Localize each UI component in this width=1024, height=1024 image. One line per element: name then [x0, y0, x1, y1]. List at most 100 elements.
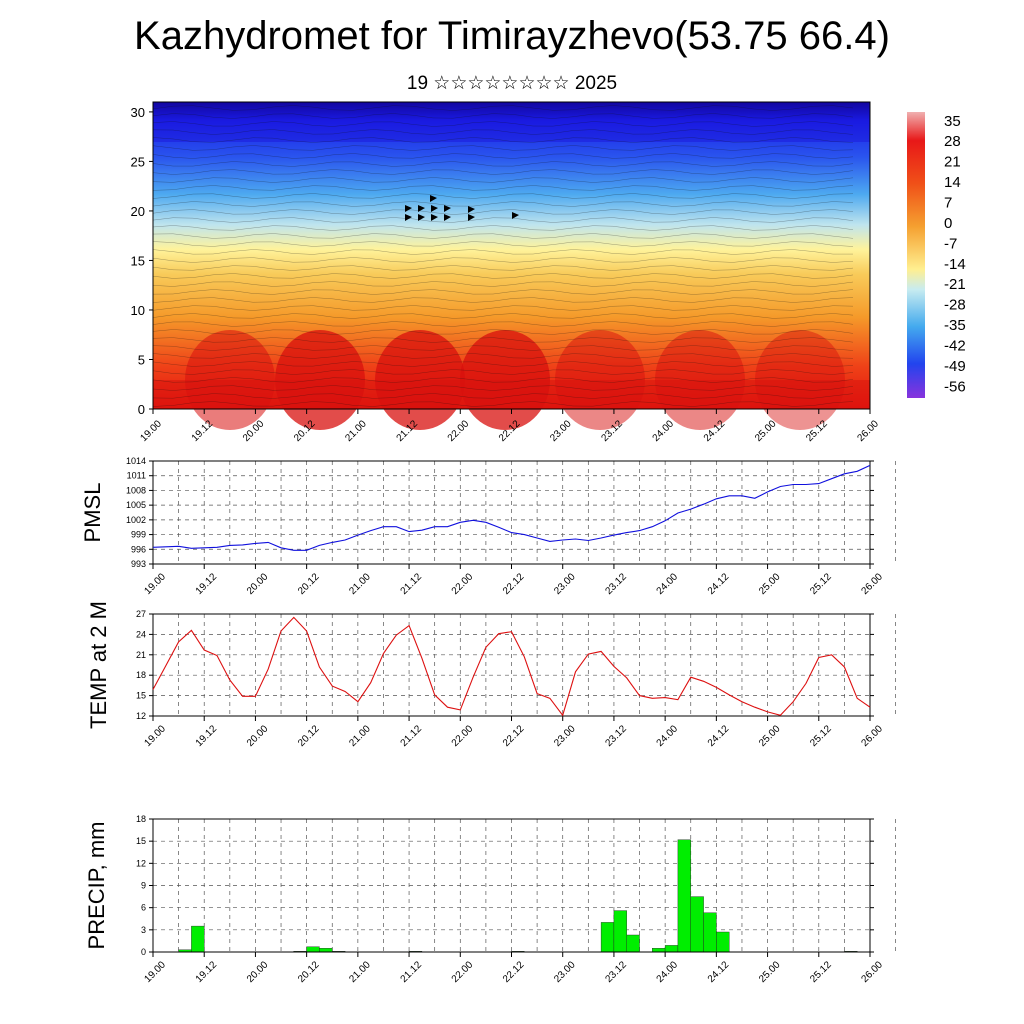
colorbar-label: 0	[944, 215, 952, 232]
x-tick-label: 25.12	[808, 723, 834, 749]
wind-barbs	[152, 145, 854, 151]
x-tick-label: 25.12	[808, 571, 834, 597]
chart-title: Kazhydromet for Timirayzhevo(53.75 66.4)	[134, 14, 890, 58]
temp-panel: 12 15 18 21 24 27 19.00 19.12 20.00 20.12 21.00 21.…	[86, 601, 896, 749]
x-tick-label: 21.00	[343, 418, 369, 444]
wind-barbs	[152, 241, 854, 247]
x-tick-label: 20.12	[296, 571, 322, 597]
precip-bar	[319, 948, 333, 953]
y-tick-label: 12	[136, 858, 146, 868]
y-axis-title: TEMP at 2 M	[86, 601, 111, 729]
y-tick-label: 30	[131, 105, 145, 120]
wind-flag	[418, 214, 425, 221]
precip-bar	[191, 925, 205, 953]
wind-barbs	[152, 233, 854, 239]
wind-barbs	[152, 305, 854, 311]
y-tick-label: 0	[141, 947, 146, 957]
wind-barbs	[152, 129, 854, 135]
wind-flag	[405, 214, 412, 221]
x-tick-label: 19.12	[194, 723, 220, 749]
x-tick-label: 22.00	[450, 723, 476, 749]
colorbar-label: -56	[944, 378, 966, 395]
surface-band	[153, 380, 870, 409]
wind-barbs	[152, 265, 854, 271]
x-tick-label: 24.00	[651, 418, 677, 444]
x-tick-label: 19.00	[142, 959, 168, 985]
colorbar-label: -14	[944, 256, 966, 273]
x-tick-label: 21.12	[399, 571, 425, 597]
wind-flag	[444, 205, 451, 212]
colorbar: 35 28 21 14 7 0 -7 -14 -21 -28 -35 -42 -49 -56	[907, 112, 966, 398]
precip-bar	[677, 839, 691, 953]
x-tick-label: 22.00	[450, 959, 476, 985]
colorbar-label: 28	[944, 133, 961, 150]
x-tick-label: 20.00	[245, 959, 271, 985]
wind-barbs	[152, 249, 854, 255]
wind-barbs	[152, 161, 854, 167]
wind-barbs	[152, 105, 854, 111]
x-tick-label: 21.00	[347, 959, 373, 985]
y-tick-label: 993	[131, 559, 146, 569]
y-tick-label: 24	[136, 629, 146, 639]
wind-flag	[431, 205, 438, 212]
x-tick-label: 19.00	[142, 723, 168, 749]
wind-barbs	[152, 121, 854, 127]
chart-subtitle: 19 ☆☆☆☆☆☆☆☆ 2025	[406, 73, 618, 94]
x-tick-label: 23.12	[603, 571, 629, 597]
x-tick-label: 22.12	[501, 959, 527, 985]
x-tick-label: 22.12	[501, 723, 527, 749]
wind-barbs	[152, 257, 854, 263]
wind-barbs	[152, 313, 854, 319]
precip-bar	[306, 946, 320, 953]
x-tick-label: 23.00	[552, 571, 578, 597]
x-tick-label: 23.12	[603, 959, 629, 985]
wind-barbs	[152, 169, 854, 175]
y-tick-label: 21	[136, 650, 146, 660]
wind-flag	[430, 195, 437, 202]
wind-barbs	[152, 297, 854, 303]
wind-barbs	[152, 177, 854, 183]
y-tick-label: 996	[131, 544, 146, 554]
x-tick-label: 22.00	[446, 418, 472, 444]
x-tick-label: 24.12	[706, 723, 732, 749]
x-tick-label: 21.00	[347, 571, 373, 597]
wind-flag	[468, 206, 475, 213]
y-tick-label: 1008	[126, 485, 146, 495]
wind-barbs	[152, 401, 854, 407]
colorbar-label: 35	[944, 113, 961, 130]
x-tick-label: 24.00	[655, 959, 681, 985]
wind-flag	[512, 212, 519, 219]
series-line	[152, 616, 871, 717]
y-tick-label: 20	[131, 204, 145, 219]
colorbar-label: -28	[944, 297, 966, 314]
precip-bar	[600, 922, 615, 953]
x-tick-label: 20.00	[245, 723, 271, 749]
x-tick-label: 23.12	[603, 723, 629, 749]
colorbar-label: -42	[944, 337, 966, 354]
precip-bar	[716, 931, 730, 953]
precip-bar	[626, 934, 640, 953]
wind-barbs	[152, 193, 854, 199]
x-tick-label: 20.00	[245, 571, 271, 597]
x-tick-label: 23.00	[548, 418, 574, 444]
precip-bar	[690, 896, 704, 953]
y-tick-label: 15	[131, 253, 145, 268]
colorbar-ramp	[907, 112, 925, 398]
series-line	[152, 464, 871, 551]
x-tick-label: 22.00	[450, 571, 476, 597]
wind-barbs	[152, 185, 854, 191]
wind-flag	[418, 205, 425, 212]
y-tick-label: 18	[136, 814, 146, 824]
x-tick-label: 19.12	[194, 571, 220, 597]
y-tick-label: 5	[138, 352, 145, 367]
x-tick-label: 24.12	[706, 571, 732, 597]
x-tick-label: 23.00	[552, 723, 578, 749]
precip-bar	[664, 945, 679, 953]
y-tick-label: 1014	[126, 456, 146, 466]
precip-bar	[652, 948, 666, 953]
wind-barbs	[152, 113, 854, 119]
x-tick-label: 26.00	[859, 723, 885, 749]
x-tick-label: 24.00	[655, 723, 681, 749]
